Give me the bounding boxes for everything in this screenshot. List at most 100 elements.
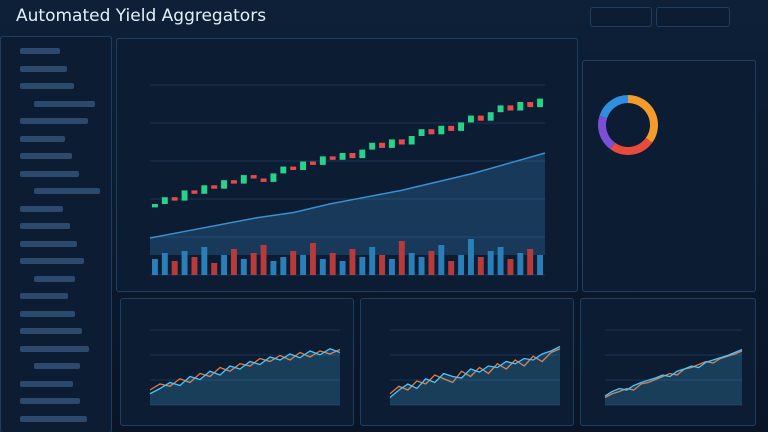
candle (201, 185, 208, 194)
menu-item[interactable] (20, 398, 80, 404)
volume-bar (398, 241, 405, 275)
header-button[interactable] (590, 7, 652, 27)
candle (448, 125, 455, 131)
menu-item[interactable] (20, 118, 88, 124)
area (390, 346, 560, 405)
volume-bar (161, 253, 168, 275)
menu-item[interactable] (20, 415, 87, 422)
candle (300, 161, 307, 170)
candle (477, 115, 484, 121)
candle (379, 142, 386, 148)
volume-bar (309, 243, 316, 275)
candle (221, 180, 228, 189)
candle (527, 102, 534, 108)
area (150, 348, 340, 405)
volume-bar (467, 239, 474, 275)
menu-item[interactable] (34, 100, 95, 107)
menu-item[interactable] (20, 170, 79, 177)
menu-item[interactable] (20, 345, 89, 352)
volume-bar (349, 249, 356, 275)
candle (497, 105, 504, 113)
candle (181, 190, 188, 201)
menu-item[interactable] (20, 310, 75, 317)
volume-bar (191, 257, 198, 275)
candle (171, 197, 178, 201)
header-button[interactable] (656, 7, 730, 27)
candle (260, 178, 267, 182)
volume-bar (319, 259, 326, 275)
candle (487, 112, 494, 121)
candle (250, 175, 257, 179)
volume-bar (497, 247, 504, 275)
menu-item[interactable] (20, 48, 60, 54)
candle (438, 125, 445, 135)
candle (280, 166, 287, 174)
candle (537, 98, 544, 108)
line (149, 348, 341, 395)
candle (507, 105, 514, 111)
app-title: Automated Yield Aggregators (16, 6, 267, 26)
candle (369, 142, 376, 150)
candle (359, 149, 366, 159)
candle (211, 185, 218, 189)
volume-bar (290, 251, 297, 275)
volume-bar (418, 257, 425, 275)
candle (230, 180, 237, 184)
menu-item[interactable] (20, 293, 68, 299)
line (389, 348, 561, 395)
volume-bar (151, 259, 158, 275)
menu-item[interactable] (20, 83, 74, 89)
candle (270, 173, 277, 182)
volume-bar (477, 257, 484, 275)
volume-bar (329, 253, 336, 275)
menu-item[interactable] (20, 135, 65, 142)
volume-bar (211, 263, 218, 275)
menu-item[interactable] (34, 363, 80, 369)
volume-bar (221, 255, 228, 275)
candle (418, 129, 425, 136)
candle (408, 136, 415, 145)
line (604, 348, 743, 397)
candle (240, 175, 247, 184)
menu-item[interactable] (20, 65, 67, 72)
menu-item[interactable] (20, 153, 72, 159)
volume-bar (369, 247, 376, 275)
menu-item[interactable] (20, 328, 82, 334)
menu-item[interactable] (20, 223, 70, 229)
volume-bar (181, 251, 188, 275)
volume-bar (507, 259, 514, 275)
volume-bar (448, 261, 455, 275)
menu-item[interactable] (20, 240, 77, 247)
candle (309, 161, 316, 165)
volume-bar (240, 259, 247, 275)
candle (467, 115, 474, 123)
volume-bar (408, 253, 415, 275)
menu-item[interactable] (34, 275, 75, 282)
volume-bar (388, 259, 395, 275)
candle (349, 153, 356, 159)
volume-bar (300, 255, 307, 275)
volume-bar (339, 261, 346, 275)
candle (151, 204, 158, 208)
volume-bar (171, 261, 178, 275)
donut-slice (627, 95, 658, 143)
volume-bar (438, 245, 445, 275)
volume-bar (230, 249, 237, 275)
candle (290, 166, 297, 170)
volume-bar (201, 247, 208, 275)
volume-bar (487, 251, 494, 275)
volume-bar (527, 249, 534, 275)
menu-item[interactable] (20, 205, 63, 212)
menu-item[interactable] (34, 188, 100, 194)
volume-bar (517, 253, 524, 275)
volume-bar (260, 245, 267, 275)
candle (458, 122, 465, 131)
volume-bar (379, 255, 386, 275)
volume-bar (280, 257, 287, 275)
candle (191, 190, 198, 194)
menu-item[interactable] (20, 380, 73, 387)
menu-item[interactable] (20, 258, 84, 264)
candle (398, 139, 405, 145)
donut-slice (598, 115, 616, 150)
